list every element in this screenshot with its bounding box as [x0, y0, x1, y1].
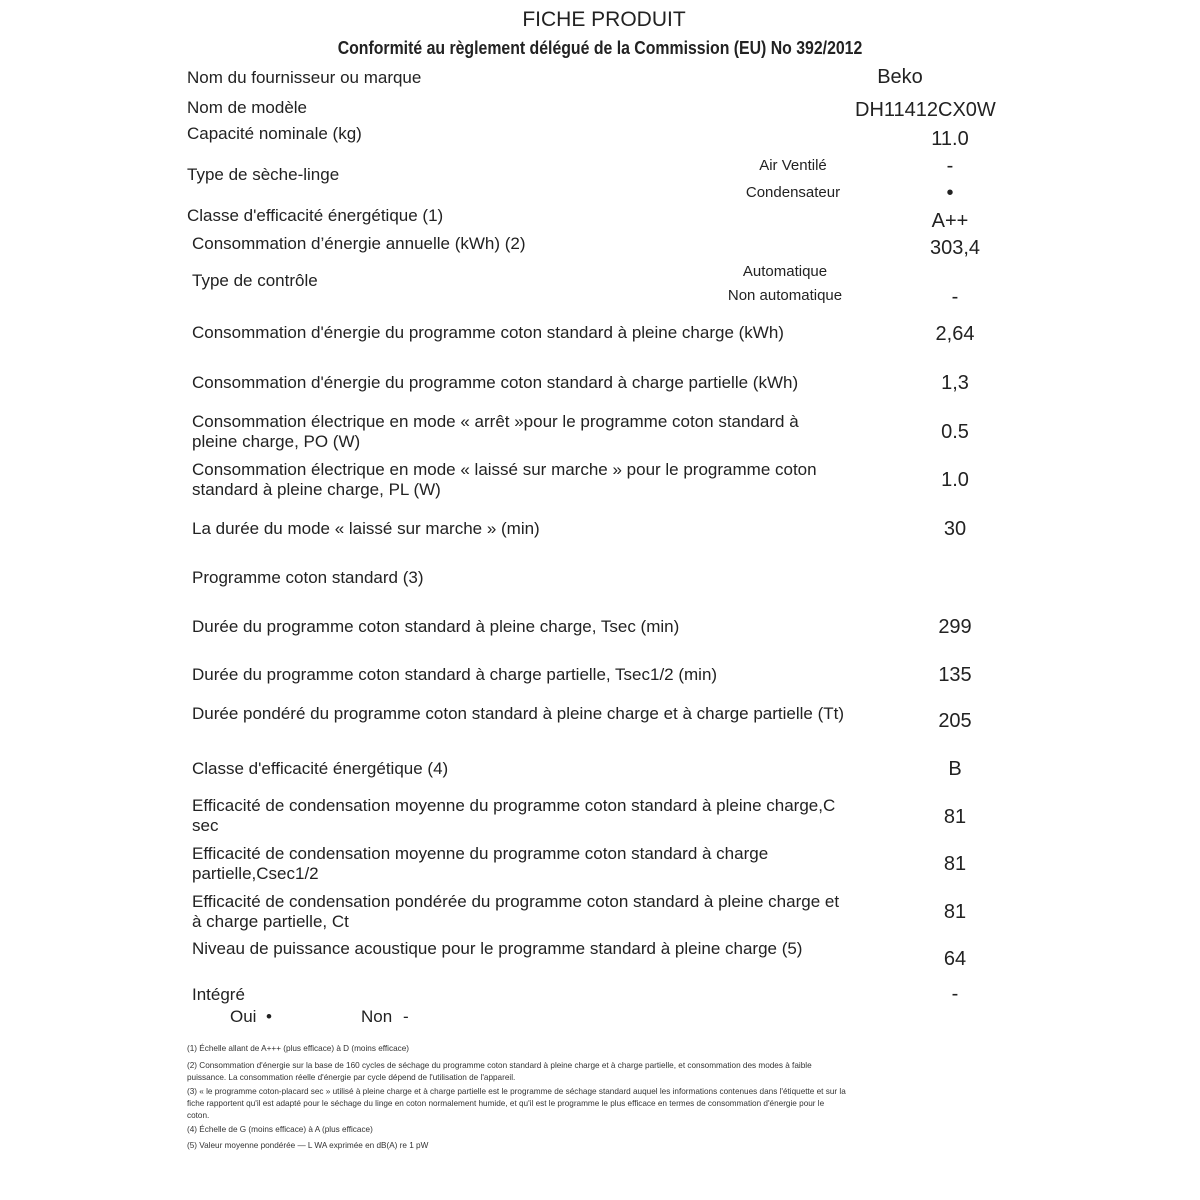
row-value: 299: [938, 616, 972, 638]
row-value: Beko: [877, 66, 923, 88]
row-value: 1,3: [941, 372, 969, 394]
footnote: (4) Échelle de G (moins efficace) à A (p…: [187, 1125, 373, 1134]
row-value: DH11412CX0W: [855, 99, 996, 121]
row-label: Consommation d'énergie du programme coto…: [192, 373, 799, 392]
option-label: Automatique: [742, 263, 828, 280]
row-value: 135: [938, 664, 972, 686]
row-label: Intégré: [192, 985, 245, 1004]
footnote: (5) Valeur moyenne pondérée — L WA expri…: [187, 1141, 429, 1150]
row-label: Niveau de puissance acoustique pour le p…: [192, 939, 803, 958]
option-label: Oui: [230, 1007, 257, 1026]
option-label: Air Ventilé: [759, 157, 827, 174]
row-label: Efficacité de condensation moyenne du pr…: [192, 844, 769, 883]
row-value: 30: [943, 518, 967, 540]
row-label: Type de sèche-linge: [187, 165, 340, 184]
option-value: -: [403, 1007, 409, 1026]
row-value: 11.0: [931, 128, 969, 150]
row-value: 81: [943, 853, 967, 875]
row-label: Classe d'efficacité énergétique (4): [192, 759, 449, 778]
row-label: Durée du programme coton standard à char…: [192, 665, 718, 684]
row-label: La durée du mode « laissé sur marche » (…: [192, 519, 540, 538]
row-value: B: [948, 758, 962, 780]
row-label: Consommation d’énergie annuelle (kWh) (2…: [192, 234, 526, 253]
option-value: -: [946, 155, 954, 177]
option-value: -: [951, 286, 959, 308]
row-value: 1.0: [941, 469, 969, 491]
row-label: Nom du fournisseur ou marque: [187, 68, 422, 87]
row-label: Consommation électrique en mode « laissé…: [192, 460, 817, 499]
row-value: 0.5: [941, 421, 969, 443]
row-label: Programme coton standard (3): [192, 568, 424, 587]
row-label: Nom de modèle: [187, 98, 308, 117]
row-value: -: [951, 983, 959, 1005]
footnote: (2) Consommation d'énergie sur la base d…: [187, 1061, 812, 1082]
row-value: 205: [938, 710, 972, 732]
option-label: Condensateur: [745, 184, 841, 201]
row-label: Durée pondéré du programme coton standar…: [192, 704, 845, 723]
page-subtitle: Conformité au règlement délégué de la Co…: [337, 38, 863, 58]
option-value: •: [266, 1007, 272, 1026]
option-value: •: [946, 182, 954, 204]
row-label: Efficacité de condensation pondérée du p…: [192, 892, 840, 931]
row-label: Durée du programme coton standard à plei…: [192, 617, 680, 636]
row-label: Type de contrôle: [192, 271, 318, 290]
page-title: FICHE PRODUIT: [522, 8, 686, 31]
row-value: 81: [943, 806, 967, 828]
row-value: A++: [931, 210, 969, 232]
row-label: Consommation électrique en mode « arrêt …: [192, 412, 799, 451]
row-value: 81: [943, 901, 967, 923]
footnote: (1) Échelle allant de A+++ (plus efficac…: [187, 1044, 410, 1053]
row-label: Consommation d'énergie du programme coto…: [192, 323, 784, 342]
row-label: Capacité nominale (kg): [187, 124, 362, 143]
option-label: Non automatique: [727, 287, 843, 304]
option-label: Non: [361, 1007, 393, 1026]
row-value: 2,64: [935, 323, 975, 345]
row-value: 64: [943, 948, 967, 970]
row-label: Efficacité de condensation moyenne du pr…: [192, 796, 836, 835]
row-label: Classe d'efficacité énergétique (1): [187, 206, 444, 225]
footnote: (3) « le programme coton-placard sec » u…: [187, 1087, 846, 1120]
row-value: 303,4: [929, 237, 981, 259]
